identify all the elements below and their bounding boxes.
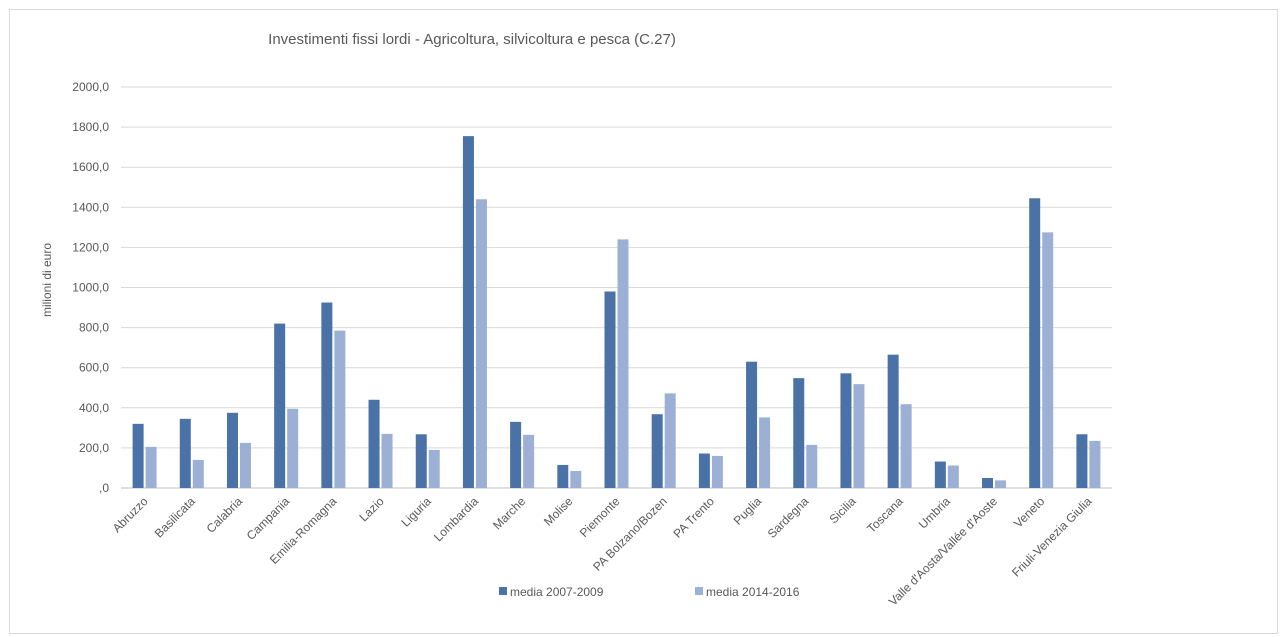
x-tick-label: Sardegna bbox=[765, 494, 812, 541]
bar bbox=[1089, 440, 1101, 488]
bar bbox=[179, 418, 191, 488]
bar bbox=[664, 393, 676, 488]
x-tick-label: Campania bbox=[244, 494, 293, 543]
x-tick-label: Friuli-Venezia Giulia bbox=[1009, 494, 1095, 580]
x-tick-label: Liguria bbox=[398, 494, 434, 530]
x-tick-label: Lombardia bbox=[431, 494, 481, 544]
legend-label: media 2014-2016 bbox=[706, 585, 800, 599]
bar bbox=[287, 408, 299, 488]
x-tick-label: Umbria bbox=[916, 494, 953, 531]
legend: media 2007-2009 media 2014-2016 bbox=[499, 585, 800, 599]
y-tick-label: 600,0 bbox=[79, 361, 109, 375]
bar bbox=[1042, 232, 1054, 488]
y-tick-labels: 2000,0 1800,0 1600,0 1400,0 1200,0 1000,0 800,… bbox=[72, 80, 109, 495]
y-tick-label: 1600,0 bbox=[72, 160, 109, 174]
bar bbox=[1029, 198, 1041, 488]
bar bbox=[570, 470, 582, 488]
y-tick-label: 800,0 bbox=[79, 321, 109, 335]
x-tick-label: Toscana bbox=[864, 494, 906, 536]
y-tick-label: ,0 bbox=[99, 481, 109, 495]
bar bbox=[759, 417, 771, 488]
x-tick-label: Marche bbox=[490, 494, 528, 532]
bar bbox=[381, 433, 393, 488]
bar bbox=[982, 477, 994, 488]
bar bbox=[239, 442, 251, 488]
bar bbox=[368, 399, 380, 488]
bar bbox=[192, 459, 204, 488]
y-tick-label: 200,0 bbox=[79, 441, 109, 455]
bar bbox=[428, 449, 440, 488]
bar bbox=[711, 455, 723, 488]
x-tick-label: Basilicata bbox=[152, 494, 198, 540]
bar bbox=[132, 423, 144, 488]
bar bbox=[334, 330, 346, 488]
bar bbox=[510, 421, 522, 488]
bar bbox=[900, 404, 912, 488]
bar bbox=[947, 465, 959, 488]
bar bbox=[475, 199, 487, 488]
y-tick-label: 2000,0 bbox=[72, 80, 109, 94]
x-tick-label: Calabria bbox=[204, 494, 246, 536]
bar bbox=[887, 354, 899, 488]
bar bbox=[806, 444, 818, 488]
gridlines bbox=[121, 86, 1112, 489]
chart-title: Investimenti fissi lordi - Agricoltura, … bbox=[268, 31, 676, 48]
bar bbox=[145, 446, 157, 488]
bar bbox=[226, 412, 238, 488]
bar bbox=[853, 384, 865, 488]
bar bbox=[557, 464, 569, 488]
x-tick-label: Lazio bbox=[356, 494, 386, 524]
bar bbox=[746, 361, 758, 488]
x-tick-label: Sicilia bbox=[827, 494, 859, 526]
x-tick-label: Molise bbox=[541, 494, 576, 529]
bar bbox=[523, 434, 535, 488]
y-tick-label: 1000,0 bbox=[72, 281, 109, 295]
bar bbox=[651, 414, 663, 488]
chart-frame: Investimenti fissi lordi - Agricoltura, … bbox=[9, 9, 1278, 634]
legend-label: media 2007-2009 bbox=[510, 585, 604, 599]
bar bbox=[698, 453, 710, 488]
x-tick-label: Puglia bbox=[731, 494, 765, 528]
y-tick-label: 1400,0 bbox=[72, 200, 109, 214]
x-tick-label: Veneto bbox=[1011, 494, 1048, 531]
y-axis-label: milioni di euro bbox=[40, 243, 54, 317]
x-tick-label: Piemonte bbox=[577, 494, 623, 540]
x-tick-label: PA Trento bbox=[670, 494, 717, 541]
legend-swatch bbox=[499, 587, 507, 595]
y-tick-label: 1200,0 bbox=[72, 240, 109, 254]
bars bbox=[132, 136, 1101, 488]
bar bbox=[604, 291, 616, 488]
y-tick-label: 400,0 bbox=[79, 401, 109, 415]
bar bbox=[793, 378, 805, 488]
bar bbox=[840, 373, 852, 488]
bar bbox=[415, 434, 427, 488]
bar bbox=[462, 136, 474, 488]
y-tick-label: 1800,0 bbox=[72, 120, 109, 134]
x-tick-label: Abruzzo bbox=[110, 494, 151, 535]
legend-swatch bbox=[695, 587, 703, 595]
bar bbox=[274, 323, 286, 488]
bar bbox=[1076, 434, 1088, 488]
bar bbox=[995, 480, 1007, 488]
bar bbox=[934, 461, 946, 488]
bar-chart: Investimenti fissi lordi - Agricoltura, … bbox=[40, 31, 1112, 608]
bar bbox=[321, 302, 333, 488]
bar bbox=[617, 239, 629, 488]
